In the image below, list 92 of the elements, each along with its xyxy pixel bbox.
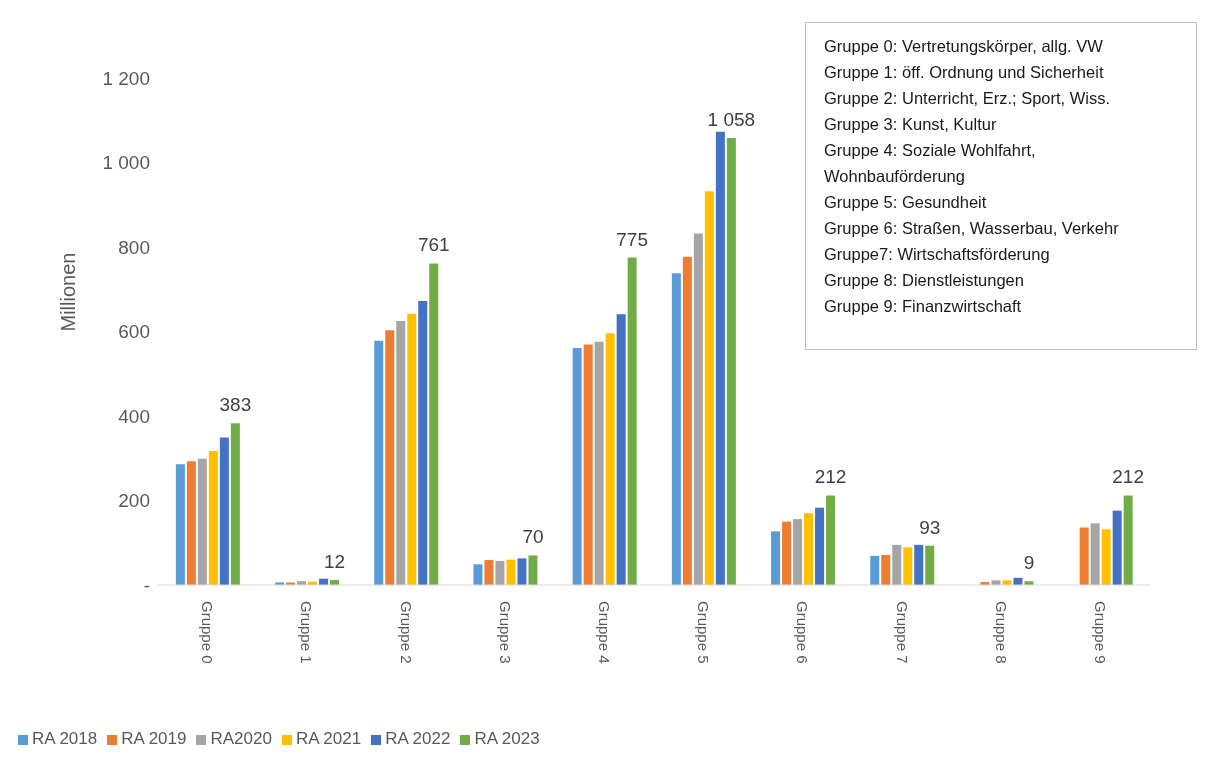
bar [528, 555, 538, 585]
y-tick-label: 1 200 [102, 67, 150, 89]
bar [605, 333, 615, 585]
bar [418, 301, 428, 585]
x-tick-label: Gruppe 2 [397, 601, 415, 664]
bar [594, 341, 604, 585]
bar [1101, 529, 1111, 585]
y-tick-label: 200 [118, 490, 150, 512]
legend-label: RA 2021 [295, 729, 362, 748]
bar [771, 531, 781, 585]
bar [870, 555, 880, 585]
bar [1112, 510, 1122, 585]
legend-label: RA 2023 [474, 729, 540, 748]
data-label: 775 [616, 228, 649, 250]
data-label: 12 [323, 550, 346, 572]
bar [583, 344, 593, 585]
bar [704, 191, 714, 585]
bar [396, 320, 406, 585]
y-tick-label: 600 [118, 321, 150, 343]
bar [572, 347, 582, 585]
annotation: Gruppe 3: Kunst, Kultur [824, 114, 998, 135]
annotation: Gruppe 4: Soziale Wohlfahrt, [824, 140, 1037, 161]
bar [903, 547, 913, 585]
bar [484, 560, 494, 585]
bar [715, 131, 725, 585]
x-tick-label: Gruppe 5 [695, 601, 713, 664]
y-tick-label: 1 000 [102, 152, 150, 174]
data-label: 1 058 [707, 109, 756, 130]
x-tick-label: Gruppe 7 [893, 601, 911, 664]
bar [1123, 495, 1133, 585]
bar [815, 507, 825, 585]
text: Gruppe 0: Vertretungskörper, allg. VW [824, 37, 1103, 55]
legend-label: RA2020 [210, 729, 272, 748]
y-tick-label: - [143, 574, 150, 596]
bar [627, 257, 637, 585]
bar [219, 437, 229, 585]
bar [230, 423, 240, 585]
bar [616, 314, 626, 585]
data-label: 212 [814, 466, 847, 488]
bar [914, 544, 924, 585]
annotation: Gruppe7: Wirtschaftsförderung [824, 244, 1051, 265]
x-tick-label: Gruppe 4 [595, 601, 613, 664]
bar [925, 545, 935, 585]
annotation: Gruppe 1: öff. Ordnung und Sicherheit [824, 62, 1105, 83]
legend-label: RA 2019 [121, 729, 187, 748]
data-label: 761 [417, 234, 450, 256]
legend-label: RA 2018 [32, 729, 98, 748]
bar [892, 544, 902, 585]
x-tick-label: Gruppe 6 [794, 601, 812, 664]
y-tick-label: 400 [118, 405, 150, 427]
bar [197, 458, 207, 585]
bar [495, 560, 505, 585]
bar [506, 559, 516, 585]
y-axis-title: Millionen [57, 252, 80, 332]
y-tick-label: 800 [118, 236, 150, 258]
annotation: Gruppe 6: Straßen, Wasserbau, Verkehr [824, 218, 1120, 239]
bar [186, 461, 196, 585]
bar [1079, 527, 1089, 585]
bar [782, 521, 792, 585]
data-label: 212 [1112, 466, 1145, 488]
bar [671, 273, 681, 585]
x-tick-label: Gruppe 3 [496, 601, 514, 664]
bar [682, 256, 692, 585]
annotation: Gruppe 5: Gesundheit [824, 192, 988, 213]
x-tick-label: Gruppe 1 [298, 601, 316, 664]
bar [726, 138, 736, 585]
bar [804, 513, 814, 585]
bar [175, 464, 185, 585]
bar [881, 555, 891, 585]
bar [826, 495, 836, 585]
bar [385, 330, 395, 585]
data-label: 9 [1023, 552, 1035, 574]
bar [473, 564, 483, 585]
bar [407, 313, 417, 585]
annotation: Gruppe 9: Finanzwirtschaft [824, 296, 1023, 317]
annotation: Gruppe 2: Unterricht, Erz.; Sport, Wiss. [824, 88, 1112, 109]
annotation: Wohnbauförderung [824, 166, 966, 187]
bar [693, 233, 703, 585]
bar [208, 451, 218, 585]
data-label: 70 [522, 526, 544, 548]
bar [793, 519, 803, 585]
data-label: 383 [219, 394, 252, 416]
x-tick-label: Gruppe 0 [199, 601, 217, 664]
bar [517, 558, 527, 585]
x-tick-label: Gruppe 8 [992, 601, 1010, 664]
bar [1090, 523, 1100, 585]
annotation: Gruppe 8: Dienstleistungen [824, 270, 1025, 291]
data-label: 93 [919, 516, 941, 538]
x-tick-label: Gruppe 9 [1091, 601, 1109, 664]
bar [374, 340, 384, 585]
legend-label: RA 2022 [385, 729, 451, 748]
bar [429, 263, 439, 585]
